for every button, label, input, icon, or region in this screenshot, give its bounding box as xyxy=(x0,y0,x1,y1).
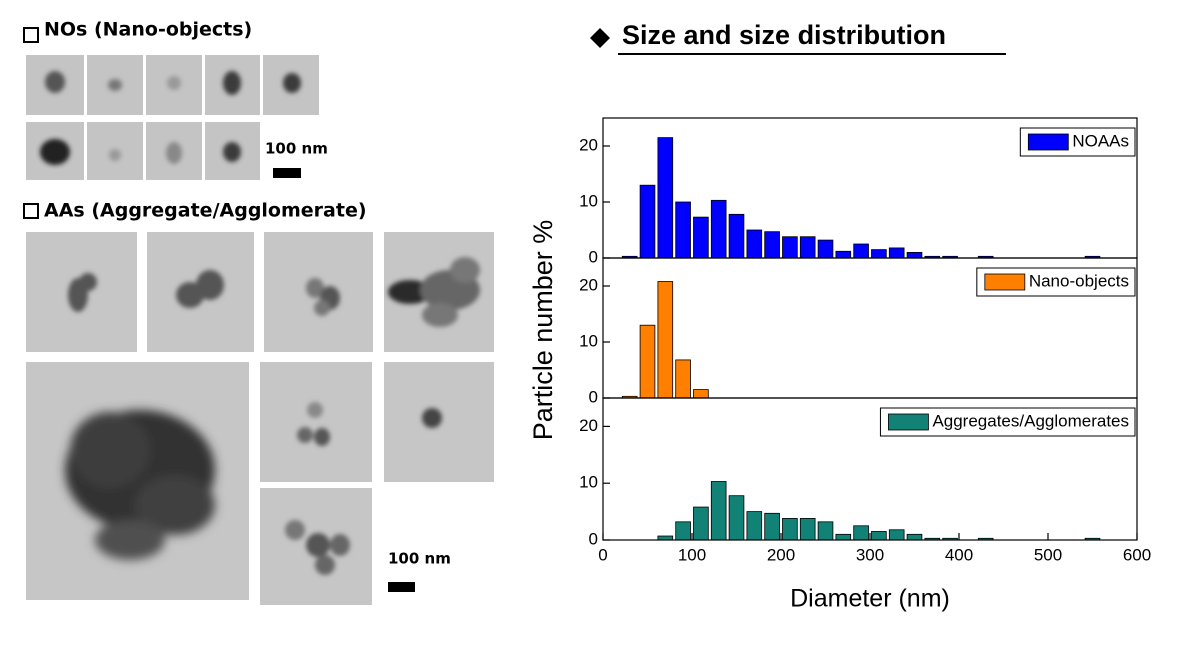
bar xyxy=(675,359,691,399)
scale-bar xyxy=(273,168,301,178)
bar xyxy=(871,531,887,541)
bar xyxy=(710,199,727,259)
diamond xyxy=(590,28,610,48)
bar xyxy=(657,281,674,399)
bar xyxy=(710,481,727,541)
x-tick-label: 400 xyxy=(945,545,973,564)
bar xyxy=(746,229,763,259)
x-axis-label: Diameter (nm) xyxy=(790,585,950,613)
bar xyxy=(888,529,905,541)
bullet xyxy=(23,203,39,219)
nos-scale: 100 nm xyxy=(265,140,328,158)
nos-title: NOs (Nano-objects) xyxy=(44,19,252,41)
legend-label: Aggregates/Agglomerates xyxy=(932,411,1129,430)
bar xyxy=(728,495,745,541)
bar xyxy=(782,518,798,541)
bar xyxy=(799,236,816,259)
bar xyxy=(888,247,905,259)
bar xyxy=(853,525,869,541)
bar xyxy=(817,239,834,259)
bar xyxy=(764,512,780,541)
x-tick-label: 100 xyxy=(678,545,706,564)
y-tick-label: 20 xyxy=(579,416,598,435)
x-tick-label: 300 xyxy=(856,545,884,564)
bar xyxy=(835,533,852,541)
aas-title: AAs (Aggregate/Agglomerate) xyxy=(44,200,367,222)
bullet xyxy=(23,27,39,43)
bar xyxy=(853,243,869,259)
bar xyxy=(657,137,674,259)
legend-swatch xyxy=(1027,133,1069,151)
large-aggregate xyxy=(65,410,215,560)
bar xyxy=(764,231,780,259)
x-tick-label: 200 xyxy=(767,545,795,564)
bar xyxy=(817,521,834,541)
legend-label: NOAAs xyxy=(1072,131,1129,150)
aas-particles xyxy=(68,257,480,575)
y-tick-label: 0 xyxy=(589,387,598,406)
y-tick-label: 0 xyxy=(589,529,598,548)
aas-scale: 100 nm xyxy=(388,550,451,568)
bar xyxy=(639,324,656,399)
y-tick-label: 20 xyxy=(579,275,598,294)
bar xyxy=(906,533,923,541)
legend-label: Nano-objects xyxy=(1029,271,1129,290)
scale-bar xyxy=(388,582,415,592)
y-tick-label: 10 xyxy=(579,473,598,492)
y-tick-label: 20 xyxy=(579,135,598,154)
nos-particles xyxy=(40,71,301,165)
y-tick-label: 0 xyxy=(589,247,598,266)
legend-box xyxy=(976,267,1136,297)
y-tick-label: 10 xyxy=(579,191,598,210)
legend-swatch xyxy=(984,273,1026,291)
bar xyxy=(675,521,691,541)
bar xyxy=(693,216,709,259)
bar xyxy=(782,236,798,259)
x-tick-label: 0 xyxy=(598,545,607,564)
y-tick-label: 10 xyxy=(579,331,598,350)
bar xyxy=(835,250,852,259)
bar xyxy=(906,251,923,259)
bar xyxy=(693,389,709,399)
bar xyxy=(746,511,763,541)
bar xyxy=(799,518,816,541)
bar xyxy=(639,184,656,259)
micrographs: NOs (Nano-objects) 100 nm AAs (Aggregate… xyxy=(23,19,494,605)
header: Size and size distribution xyxy=(622,20,946,50)
bar xyxy=(693,506,709,541)
bar xyxy=(728,213,745,259)
y-axis-label: Particle number % xyxy=(528,220,558,441)
bar xyxy=(675,201,691,259)
x-tick-label: 500 xyxy=(1034,545,1062,564)
x-tick-label: 600 xyxy=(1123,545,1151,564)
bar xyxy=(871,249,887,259)
legend-swatch xyxy=(888,413,929,431)
